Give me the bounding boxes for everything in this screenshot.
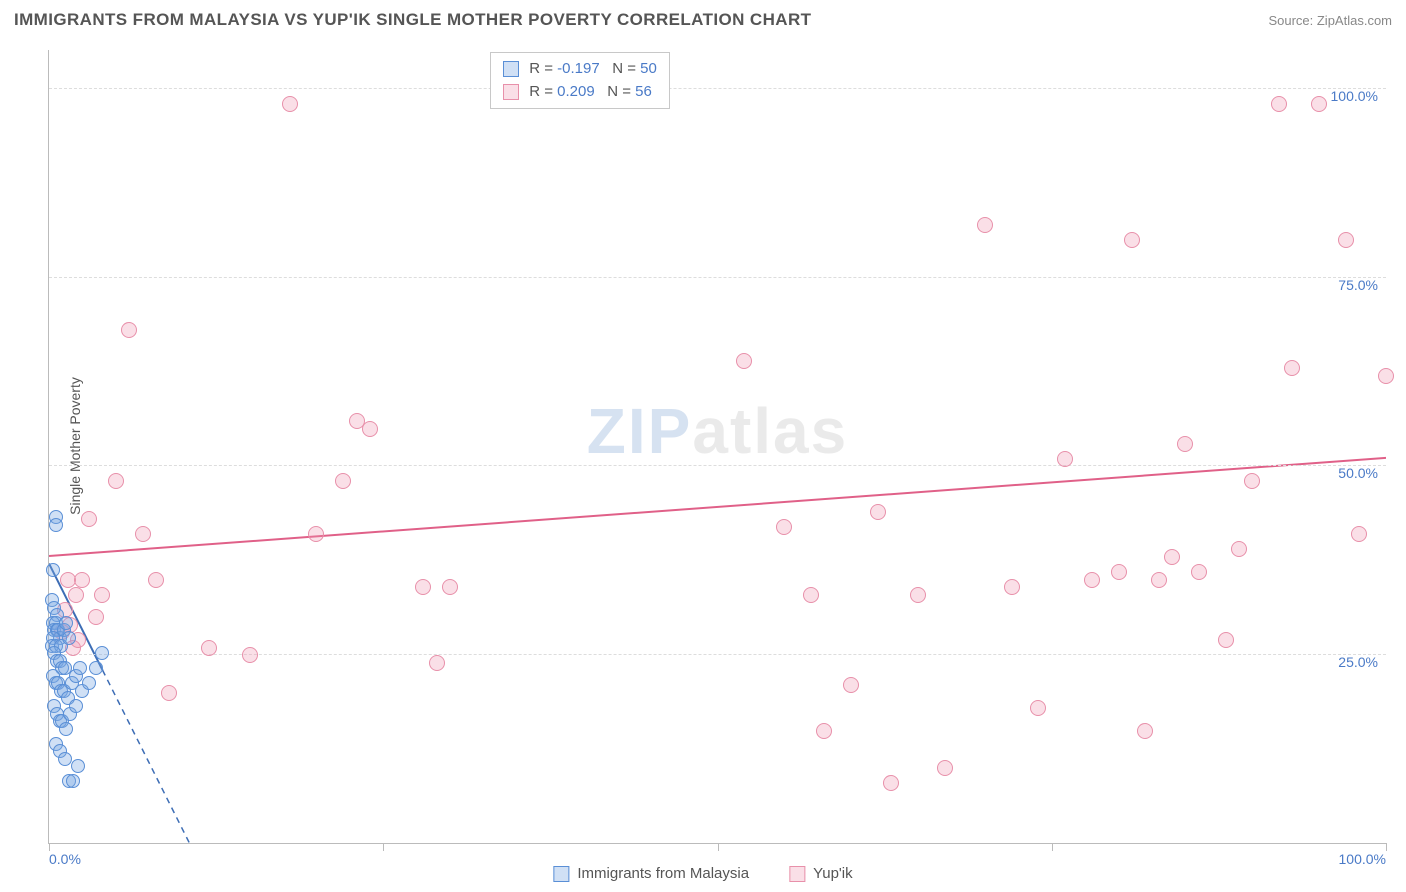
data-point-malaysia — [59, 722, 73, 736]
data-point-malaysia — [66, 774, 80, 788]
legend-bottom: Immigrants from Malaysia Yup'ik — [553, 865, 852, 882]
x-tick — [1052, 843, 1053, 851]
data-point-yupik — [816, 723, 832, 739]
data-point-yupik — [776, 519, 792, 535]
data-point-yupik — [937, 760, 953, 776]
data-point-malaysia — [71, 759, 85, 773]
data-point-yupik — [1124, 232, 1140, 248]
data-point-yupik — [335, 473, 351, 489]
data-point-yupik — [429, 655, 445, 671]
data-point-yupik — [308, 526, 324, 542]
data-point-malaysia — [49, 518, 63, 532]
data-point-yupik — [362, 421, 378, 437]
data-point-yupik — [883, 775, 899, 791]
gridline — [49, 465, 1386, 466]
legend-stats-text: R = 0.209 N = 56 — [529, 81, 652, 104]
data-point-yupik — [282, 96, 298, 112]
legend-item-yupik: Yup'ik — [789, 865, 853, 882]
legend-stats-text: R = -0.197 N = 50 — [529, 58, 657, 81]
chart-source: Source: ZipAtlas.com — [1268, 13, 1392, 28]
swatch-icon — [553, 866, 569, 882]
data-point-malaysia — [62, 631, 76, 645]
data-point-malaysia — [58, 752, 72, 766]
data-point-yupik — [736, 353, 752, 369]
data-point-malaysia — [69, 699, 83, 713]
data-point-yupik — [870, 504, 886, 520]
data-point-yupik — [108, 473, 124, 489]
gridline — [49, 277, 1386, 278]
data-point-yupik — [74, 572, 90, 588]
x-tick-label: 100.0% — [1339, 851, 1386, 867]
swatch-icon — [503, 84, 519, 100]
data-point-yupik — [1338, 232, 1354, 248]
data-point-yupik — [121, 322, 137, 338]
data-point-yupik — [94, 587, 110, 603]
x-tick — [49, 843, 50, 851]
data-point-yupik — [1177, 436, 1193, 452]
y-tick-label: 25.0% — [1338, 654, 1378, 670]
data-point-yupik — [1084, 572, 1100, 588]
data-point-yupik — [1284, 360, 1300, 376]
y-tick-label: 75.0% — [1338, 277, 1378, 293]
data-point-yupik — [1111, 564, 1127, 580]
legend-stats-row: R = 0.209 N = 56 — [503, 81, 657, 104]
data-point-yupik — [1244, 473, 1260, 489]
data-point-malaysia — [73, 661, 87, 675]
data-point-yupik — [1137, 723, 1153, 739]
legend-label: Yup'ik — [813, 865, 853, 882]
data-point-yupik — [135, 526, 151, 542]
gridline — [49, 88, 1386, 89]
y-tick-label: 100.0% — [1331, 88, 1378, 104]
data-point-yupik — [1311, 96, 1327, 112]
y-tick-label: 50.0% — [1338, 465, 1378, 481]
x-tick-label: 0.0% — [49, 851, 81, 867]
data-point-malaysia — [95, 646, 109, 660]
data-point-yupik — [1057, 451, 1073, 467]
x-tick — [383, 843, 384, 851]
data-point-yupik — [1378, 368, 1394, 384]
legend-label: Immigrants from Malaysia — [577, 865, 749, 882]
data-point-yupik — [81, 511, 97, 527]
data-point-yupik — [68, 587, 84, 603]
data-point-yupik — [1030, 700, 1046, 716]
swatch-icon — [503, 61, 519, 77]
data-point-malaysia — [82, 676, 96, 690]
chart-title: IMMIGRANTS FROM MALAYSIA VS YUP'IK SINGL… — [14, 10, 811, 30]
data-point-yupik — [910, 587, 926, 603]
data-point-yupik — [1271, 96, 1287, 112]
data-point-yupik — [1351, 526, 1367, 542]
x-tick — [718, 843, 719, 851]
data-point-yupik — [977, 217, 993, 233]
data-point-yupik — [1191, 564, 1207, 580]
swatch-icon — [789, 866, 805, 882]
data-point-yupik — [1218, 632, 1234, 648]
data-point-yupik — [1151, 572, 1167, 588]
data-point-yupik — [242, 647, 258, 663]
data-point-yupik — [88, 609, 104, 625]
data-point-yupik — [1004, 579, 1020, 595]
chart-header: IMMIGRANTS FROM MALAYSIA VS YUP'IK SINGL… — [14, 10, 1392, 30]
data-point-yupik — [843, 677, 859, 693]
data-point-yupik — [161, 685, 177, 701]
scatter-plot: ZIPatlas 25.0%50.0%75.0%100.0%0.0%100.0%… — [48, 50, 1386, 844]
data-point-yupik — [415, 579, 431, 595]
data-point-yupik — [442, 579, 458, 595]
watermark: ZIPatlas — [587, 394, 848, 468]
data-point-malaysia — [46, 563, 60, 577]
data-point-yupik — [803, 587, 819, 603]
data-point-yupik — [1164, 549, 1180, 565]
data-point-malaysia — [89, 661, 103, 675]
x-tick — [1386, 843, 1387, 851]
data-point-yupik — [148, 572, 164, 588]
legend-stats: R = -0.197 N = 50R = 0.209 N = 56 — [490, 52, 670, 109]
data-point-malaysia — [59, 616, 73, 630]
data-point-yupik — [60, 572, 76, 588]
legend-stats-row: R = -0.197 N = 50 — [503, 58, 657, 81]
data-point-yupik — [1231, 541, 1247, 557]
data-point-yupik — [201, 640, 217, 656]
legend-item-malaysia: Immigrants from Malaysia — [553, 865, 749, 882]
